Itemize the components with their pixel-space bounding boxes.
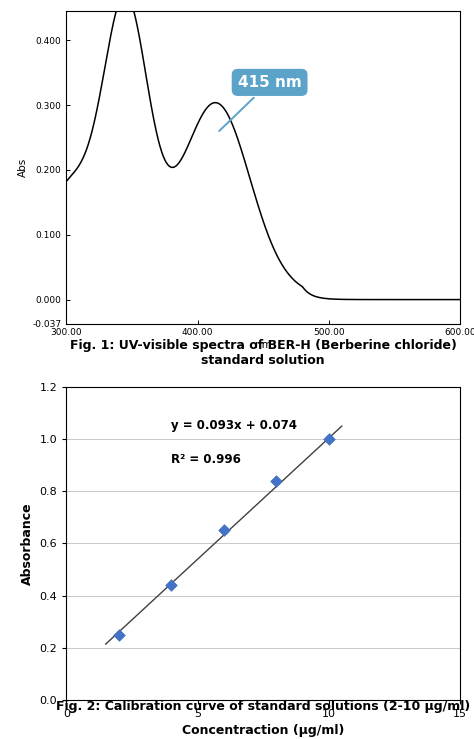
Y-axis label: Absorbance: Absorbance — [21, 502, 34, 585]
Text: Fig. 2: Calibration curve of standard solutions (2-10 μg/ml): Fig. 2: Calibration curve of standard so… — [56, 700, 470, 712]
X-axis label: nm: nm — [255, 340, 272, 350]
Point — [115, 629, 123, 641]
Point — [167, 579, 175, 591]
X-axis label: Concentraction (μg/ml): Concentraction (μg/ml) — [182, 724, 344, 738]
Y-axis label: Abs: Abs — [18, 157, 28, 177]
Text: Fig. 1: UV-visible spectra of BER-H (Berberine chloride)
standard solution: Fig. 1: UV-visible spectra of BER-H (Ber… — [70, 338, 456, 367]
Text: R² = 0.996: R² = 0.996 — [171, 453, 241, 466]
Text: y = 0.093x + 0.074: y = 0.093x + 0.074 — [171, 419, 297, 432]
Point — [220, 525, 228, 537]
Text: 415 nm: 415 nm — [219, 75, 301, 131]
Point — [273, 475, 280, 487]
Point — [325, 433, 332, 445]
